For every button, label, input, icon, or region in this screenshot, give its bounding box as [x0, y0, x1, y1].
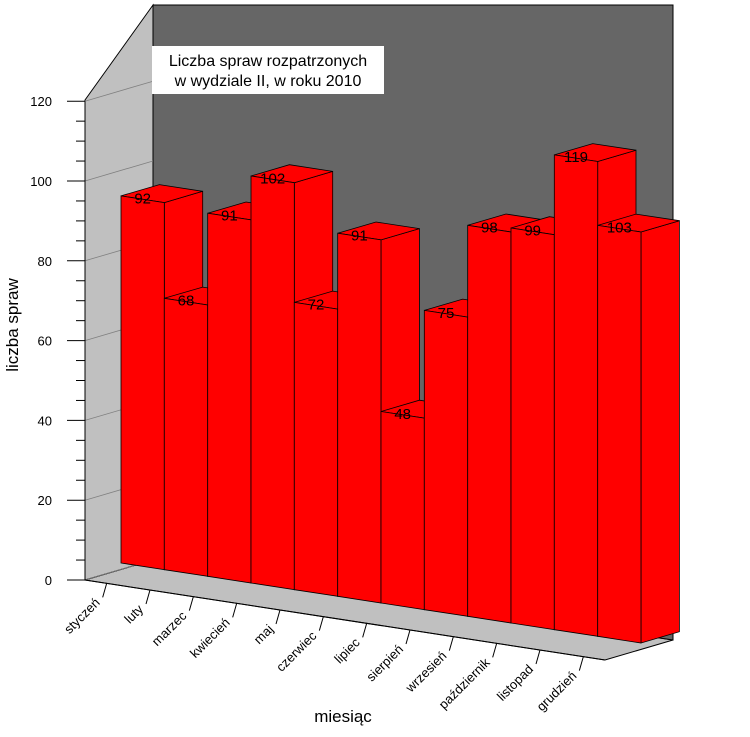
y-tick-label: 60: [38, 334, 52, 349]
bar: [163, 297, 209, 577]
y-tick-label: 100: [30, 174, 52, 189]
x-tick: [188, 596, 194, 611]
x-tick: [145, 589, 151, 605]
y-tick-label: 80: [38, 254, 52, 269]
bar: [293, 301, 339, 597]
bar: [553, 154, 599, 637]
x-tick-label: sierpień: [363, 642, 406, 685]
y-tick-label: 0: [45, 573, 52, 588]
bar-side: [640, 220, 680, 644]
x-axis-title: miesiąc: [314, 707, 372, 726]
bars: 92 68 91 102 72 91 48 75 98 99 119 103: [120, 143, 680, 644]
y-axis: 0 20 40 60 80 100 120: [30, 94, 86, 588]
bar: [380, 411, 425, 611]
bar: [250, 175, 295, 591]
bar: [510, 227, 555, 631]
bar-value-label: 103: [607, 220, 632, 237]
side-wall-gridline: [84, 160, 154, 182]
bar-value-label: 91: [351, 228, 368, 245]
x-tick-label: kwiecień: [187, 615, 233, 661]
x-tick: [535, 649, 541, 665]
x-tick: [275, 609, 281, 625]
x-tick-label: maj: [251, 621, 276, 646]
bar-value-label: 92: [134, 190, 151, 207]
x-tick-label: czerwiec: [273, 628, 320, 675]
x-tick-label: lipiec: [331, 634, 363, 666]
chart-title-line-2: w wydziale II, w roku 2010: [174, 73, 362, 90]
chart-title-line-1: Liczba spraw rozpatrzonych: [169, 53, 367, 70]
bar-value-label: 99: [524, 222, 541, 239]
x-axis-line: [84, 579, 606, 661]
x-tick-label: listopad: [494, 662, 536, 704]
x-tick: [492, 643, 498, 658]
y-tick-label: 20: [38, 493, 52, 508]
bar: [467, 224, 512, 624]
x-tick-label: grudzień: [534, 668, 580, 714]
bar: [423, 309, 469, 617]
bar: [207, 212, 252, 584]
bar: [597, 224, 642, 644]
bar: [337, 232, 382, 604]
y-axis-title: liczba spraw: [3, 278, 22, 372]
x-tick: [448, 636, 454, 651]
y-tick-label: 40: [38, 413, 52, 428]
bar-value-label: 98: [481, 220, 498, 237]
x-tick: [405, 629, 411, 645]
bar: [120, 195, 165, 571]
chart-title-box: [152, 46, 384, 94]
x-tick: [318, 616, 324, 631]
x-tick: [232, 603, 238, 618]
x-tick-label: luty: [121, 601, 146, 626]
x-tick: [362, 623, 368, 638]
side-wall-gridline: [84, 80, 154, 102]
x-tick: [102, 583, 108, 598]
bar-value-label: 91: [221, 208, 238, 225]
bar-value-label: 75: [438, 305, 455, 322]
y-tick-label: 120: [30, 94, 52, 109]
bar-value-label: 48: [394, 406, 411, 423]
x-tick-label: marzec: [149, 608, 190, 649]
x-tick-label: wrzesień: [402, 648, 450, 696]
bar-value-label: 102: [260, 170, 285, 187]
chart-title: Liczba spraw rozpatrzonych w wydziale II…: [152, 46, 384, 94]
x-tick-label: styczeń: [61, 595, 103, 637]
bar-value-label: 119: [564, 149, 588, 166]
x-tick: [578, 656, 584, 671]
bar-value-label: 72: [308, 297, 325, 314]
bar-value-label: 68: [178, 293, 195, 310]
